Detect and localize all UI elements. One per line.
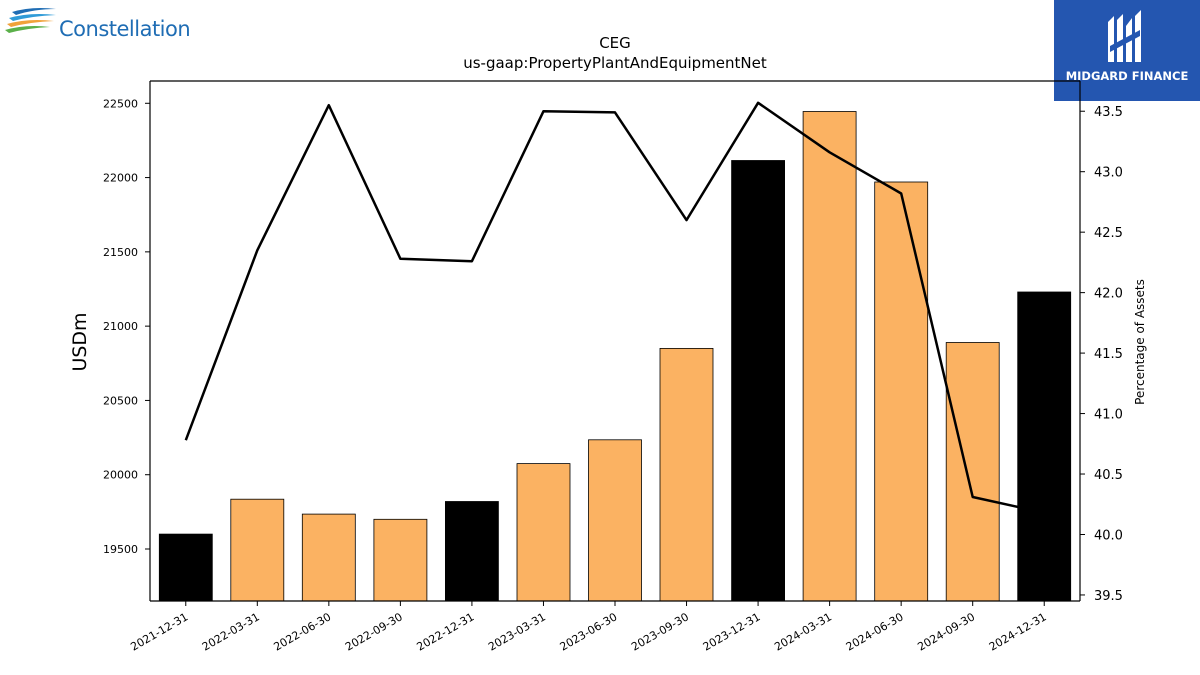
- x-tick-label: 2023-12-31: [701, 610, 763, 653]
- y-tick-label: 19500: [103, 543, 138, 556]
- bar-2024-03-31: [802, 111, 857, 602]
- bar-2024-06-30: [874, 181, 929, 602]
- x-tick-label: 2023-06-30: [558, 610, 620, 653]
- y-tick-label: 22500: [103, 97, 138, 110]
- constellation-logo: Constellation: [4, 4, 224, 48]
- x-tick-label: 2022-12-31: [415, 610, 477, 653]
- percentage-line: [184, 101, 1045, 514]
- x-tick-label: 2021-12-31: [128, 610, 190, 653]
- y-tick-label: 20500: [103, 394, 138, 407]
- x-tick-label: 2023-09-30: [629, 610, 691, 653]
- y2-axis-label: Percentage of Assets: [1133, 279, 1147, 405]
- bar-2023-09-30: [659, 347, 714, 602]
- y2-tick-label: 41.5: [1094, 347, 1123, 362]
- x-tick-label: 2024-03-31: [772, 610, 834, 653]
- y-tick-label: 21000: [103, 320, 138, 333]
- y2-tick-label: 43.5: [1094, 105, 1123, 120]
- bar-2024-09-30: [945, 342, 1000, 602]
- bar-2022-03-31: [230, 498, 285, 602]
- x-tick-label: 2024-06-30: [844, 610, 906, 653]
- constellation-swoosh-icon: [5, 8, 56, 33]
- y-tick-label: 20000: [103, 469, 138, 482]
- x-tick-label: 2024-09-30: [915, 610, 977, 653]
- y2-tick-label: 42.0: [1094, 287, 1123, 302]
- chart-subtitle: us-gaap:PropertyPlantAndEquipmentNet: [463, 54, 767, 72]
- bar-2022-09-30: [373, 518, 428, 602]
- y2-tick-label: 40.0: [1094, 528, 1123, 543]
- y-tick-label: 21500: [103, 246, 138, 259]
- x-tick-label: 2022-03-31: [200, 610, 262, 653]
- midgard-emblem-icon: [1108, 10, 1141, 62]
- x-tick-label: 2024-12-31: [987, 610, 1049, 653]
- y2-tick-label: 40.5: [1094, 468, 1123, 483]
- y2-tick-label: 43.0: [1094, 166, 1123, 181]
- y2-tick-label: 42.5: [1094, 226, 1123, 241]
- bar-2023-12-31: [731, 160, 785, 602]
- bar-2022-12-31: [444, 501, 499, 602]
- bar-2022-06-30: [301, 513, 356, 602]
- y2-tick-label: 41.0: [1094, 408, 1123, 423]
- bar-series: [158, 111, 1072, 602]
- chart-title: CEG: [599, 34, 631, 52]
- x-tick-label: 2022-06-30: [271, 610, 333, 653]
- bar-2021-12-31: [158, 533, 213, 602]
- x-tick-label: 2022-09-30: [343, 610, 405, 653]
- bar-2023-03-31: [516, 463, 571, 602]
- y2-tick-label: 39.5: [1094, 589, 1123, 604]
- constellation-wordmark: Constellation: [59, 17, 191, 41]
- midgard-finance-wordmark: MIDGARD FINANCE: [1065, 69, 1189, 83]
- y-tick-label: 22000: [103, 172, 138, 185]
- midgard-finance-logo: MIDGARD FINANCE: [1054, 0, 1200, 101]
- bar-2023-06-30: [588, 439, 642, 602]
- x-tick-label: 2023-03-31: [486, 610, 548, 653]
- bar-2024-12-31: [1017, 291, 1072, 602]
- y-axis-label: USDm: [69, 312, 91, 371]
